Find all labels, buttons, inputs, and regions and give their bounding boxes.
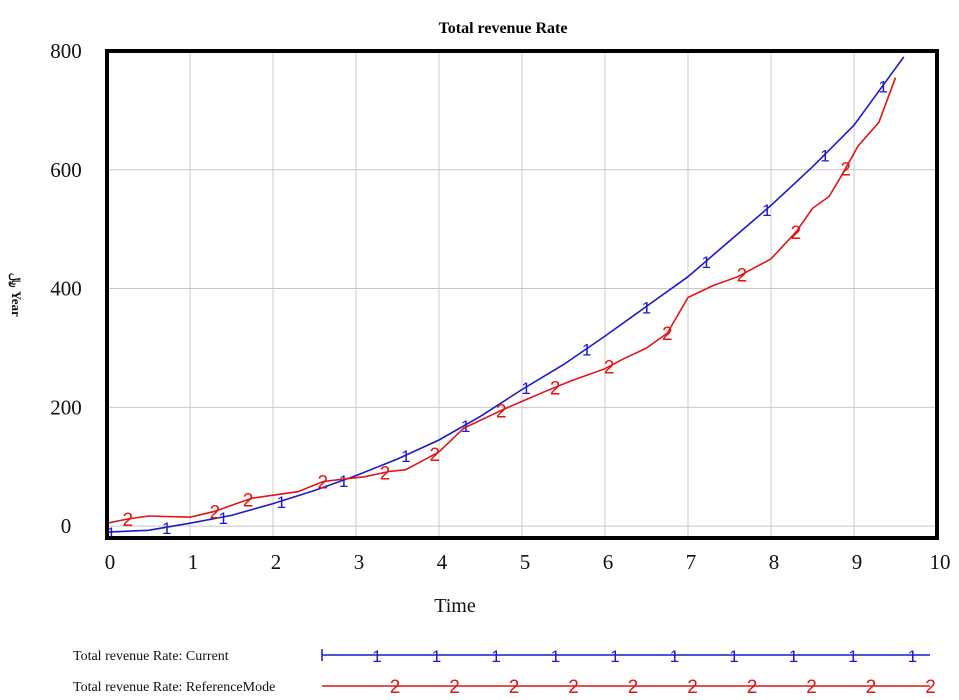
x-tick-label: 0 xyxy=(105,550,116,574)
legend-marker: 2 xyxy=(628,677,639,698)
series-1-marker: 1 xyxy=(878,77,887,96)
legend-marker: 2 xyxy=(925,677,936,698)
y-tick-label: 800 xyxy=(50,39,82,63)
y-tick-label: 0 xyxy=(61,514,72,538)
series-1-line xyxy=(107,56,905,533)
x-tick-label: 8 xyxy=(769,550,780,574)
legend-marker: 1 xyxy=(432,647,441,666)
x-tick-label: 4 xyxy=(437,550,448,574)
x-tick-label: 9 xyxy=(852,550,863,574)
series-2-marker: 2 xyxy=(210,502,221,523)
legend-marker: 1 xyxy=(670,647,679,666)
series-2-marker: 2 xyxy=(604,358,615,379)
legend-marker: 1 xyxy=(491,647,500,666)
y-tick-label: 600 xyxy=(50,158,82,182)
legend-marker: 1 xyxy=(789,647,798,666)
series-2-line xyxy=(107,77,897,524)
legend-marker: 2 xyxy=(687,677,698,698)
plot-frame xyxy=(105,49,939,540)
x-axis-label: Time xyxy=(434,595,476,617)
series-2-marker: 2 xyxy=(550,378,561,399)
legend-marker: 1 xyxy=(908,647,917,666)
legend-marker: 1 xyxy=(610,647,619,666)
x-tick-label: 10 xyxy=(930,550,951,574)
series-1-marker: 1 xyxy=(521,379,530,398)
y-tick-label: 400 xyxy=(50,277,82,301)
legend-label: Total revenue Rate: ReferenceMode xyxy=(73,680,275,695)
series-2-marker: 2 xyxy=(430,445,441,466)
legend-marker: 1 xyxy=(848,647,857,666)
series-1-marker: 1 xyxy=(702,253,711,272)
legend-marker: 2 xyxy=(568,677,579,698)
series-1-marker: 1 xyxy=(162,519,171,538)
series-1-marker: 1 xyxy=(820,146,829,165)
legend-marker: 2 xyxy=(866,677,877,698)
legend-marker: 1 xyxy=(729,647,738,666)
x-tick-label: 7 xyxy=(686,550,697,574)
legend-marker: 2 xyxy=(747,677,758,698)
series-1-marker: 1 xyxy=(277,493,286,512)
series-2-marker: 2 xyxy=(496,401,507,422)
series-1-marker: 1 xyxy=(106,524,115,543)
series-1-marker: 1 xyxy=(762,201,771,220)
series-2-marker: 2 xyxy=(662,324,673,345)
series-2-marker: 2 xyxy=(737,265,748,286)
legend-marker: 1 xyxy=(372,647,381,666)
series-1-marker: 1 xyxy=(461,417,470,436)
series-1-marker: 1 xyxy=(642,298,651,317)
y-tick-label: 200 xyxy=(50,395,82,419)
series-2-marker: 2 xyxy=(243,491,254,512)
chart-title: Total revenue Rate xyxy=(439,20,568,37)
series-2-marker: 2 xyxy=(122,510,133,531)
x-tick-label: 2 xyxy=(271,550,282,574)
x-tick-label: 1 xyxy=(188,550,199,574)
series-1-marker: 1 xyxy=(218,509,227,528)
x-tick-label: 5 xyxy=(520,550,531,574)
series-1-marker: 1 xyxy=(582,341,591,360)
x-tick-label: 6 xyxy=(603,550,614,574)
series-2-marker: 2 xyxy=(791,223,802,244)
y-axis-label: ﷼ Year xyxy=(8,273,24,317)
series-2-marker: 2 xyxy=(318,473,329,494)
legend-marker: 2 xyxy=(390,677,401,698)
series-2-marker: 2 xyxy=(840,159,851,180)
legend-marker: 2 xyxy=(449,677,460,698)
legend-label: Total revenue Rate: Current xyxy=(73,649,229,664)
x-tick-label: 3 xyxy=(354,550,365,574)
series-2-marker: 2 xyxy=(380,463,391,484)
legend-marker: 2 xyxy=(509,677,520,698)
series-1-marker: 1 xyxy=(339,472,348,491)
legend-marker: 1 xyxy=(551,647,560,666)
series-1-marker: 1 xyxy=(401,447,410,466)
legend-marker: 2 xyxy=(806,677,817,698)
